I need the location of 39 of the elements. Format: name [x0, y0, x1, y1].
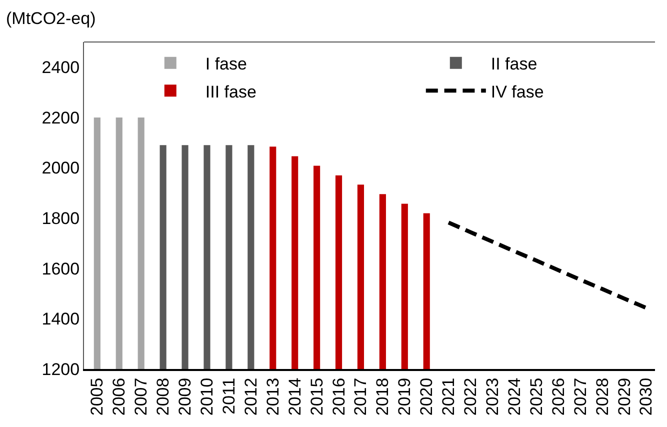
x-tick-label: 2013 [263, 378, 282, 416]
x-tick-label: 2022 [461, 378, 480, 416]
x-tick-label: 2027 [570, 378, 590, 416]
x-tick-label: 2030 [636, 378, 656, 416]
y-tick-label: 2400 [42, 58, 80, 78]
legend-label: I fase [205, 54, 247, 74]
y-tick-label: 1400 [42, 310, 80, 329]
x-tick-label: 2010 [198, 378, 217, 416]
y-tick-label: 2200 [42, 108, 80, 128]
x-tick-label: 2017 [351, 378, 370, 416]
x-tick-label: 2021 [439, 378, 458, 416]
x-tick-label: 2014 [285, 378, 304, 416]
legend-label: IV fase [490, 82, 544, 102]
y-tick-label: 2000 [42, 158, 80, 178]
x-tick-label: 2007 [132, 378, 151, 416]
y-tick-label: 1800 [42, 209, 80, 228]
x-tick-label: 2026 [548, 378, 568, 416]
legend-label: III fase [205, 82, 256, 102]
x-tick-label: 2028 [592, 378, 612, 416]
y-axis-title: (MtCO2-eq) [6, 9, 96, 28]
x-tick-label: 2005 [88, 378, 107, 416]
y-tick-label: 1600 [42, 259, 80, 278]
x-tick-label: 2029 [614, 378, 634, 416]
x-tick-label: 2012 [241, 378, 260, 416]
x-tick-label: 2020 [417, 378, 436, 416]
x-tick-label: 2015 [307, 378, 326, 416]
legend-label: II fase [490, 54, 538, 74]
y-tick-label: 1200 [42, 360, 80, 379]
x-tick-label: 2008 [154, 378, 173, 416]
x-tick-label: 2016 [329, 378, 348, 416]
x-tick-label: 2009 [176, 378, 195, 416]
x-tick-label: 2018 [373, 378, 392, 416]
x-tick-label: 2011 [219, 378, 238, 414]
x-tick-label: 2025 [526, 378, 546, 416]
line-series [446, 220, 648, 310]
x-tick-label: 2019 [395, 378, 414, 416]
x-tick-label: 2023 [483, 378, 502, 416]
x-tick-label: 2024 [504, 378, 524, 416]
x-tick-label: 2006 [110, 378, 129, 416]
